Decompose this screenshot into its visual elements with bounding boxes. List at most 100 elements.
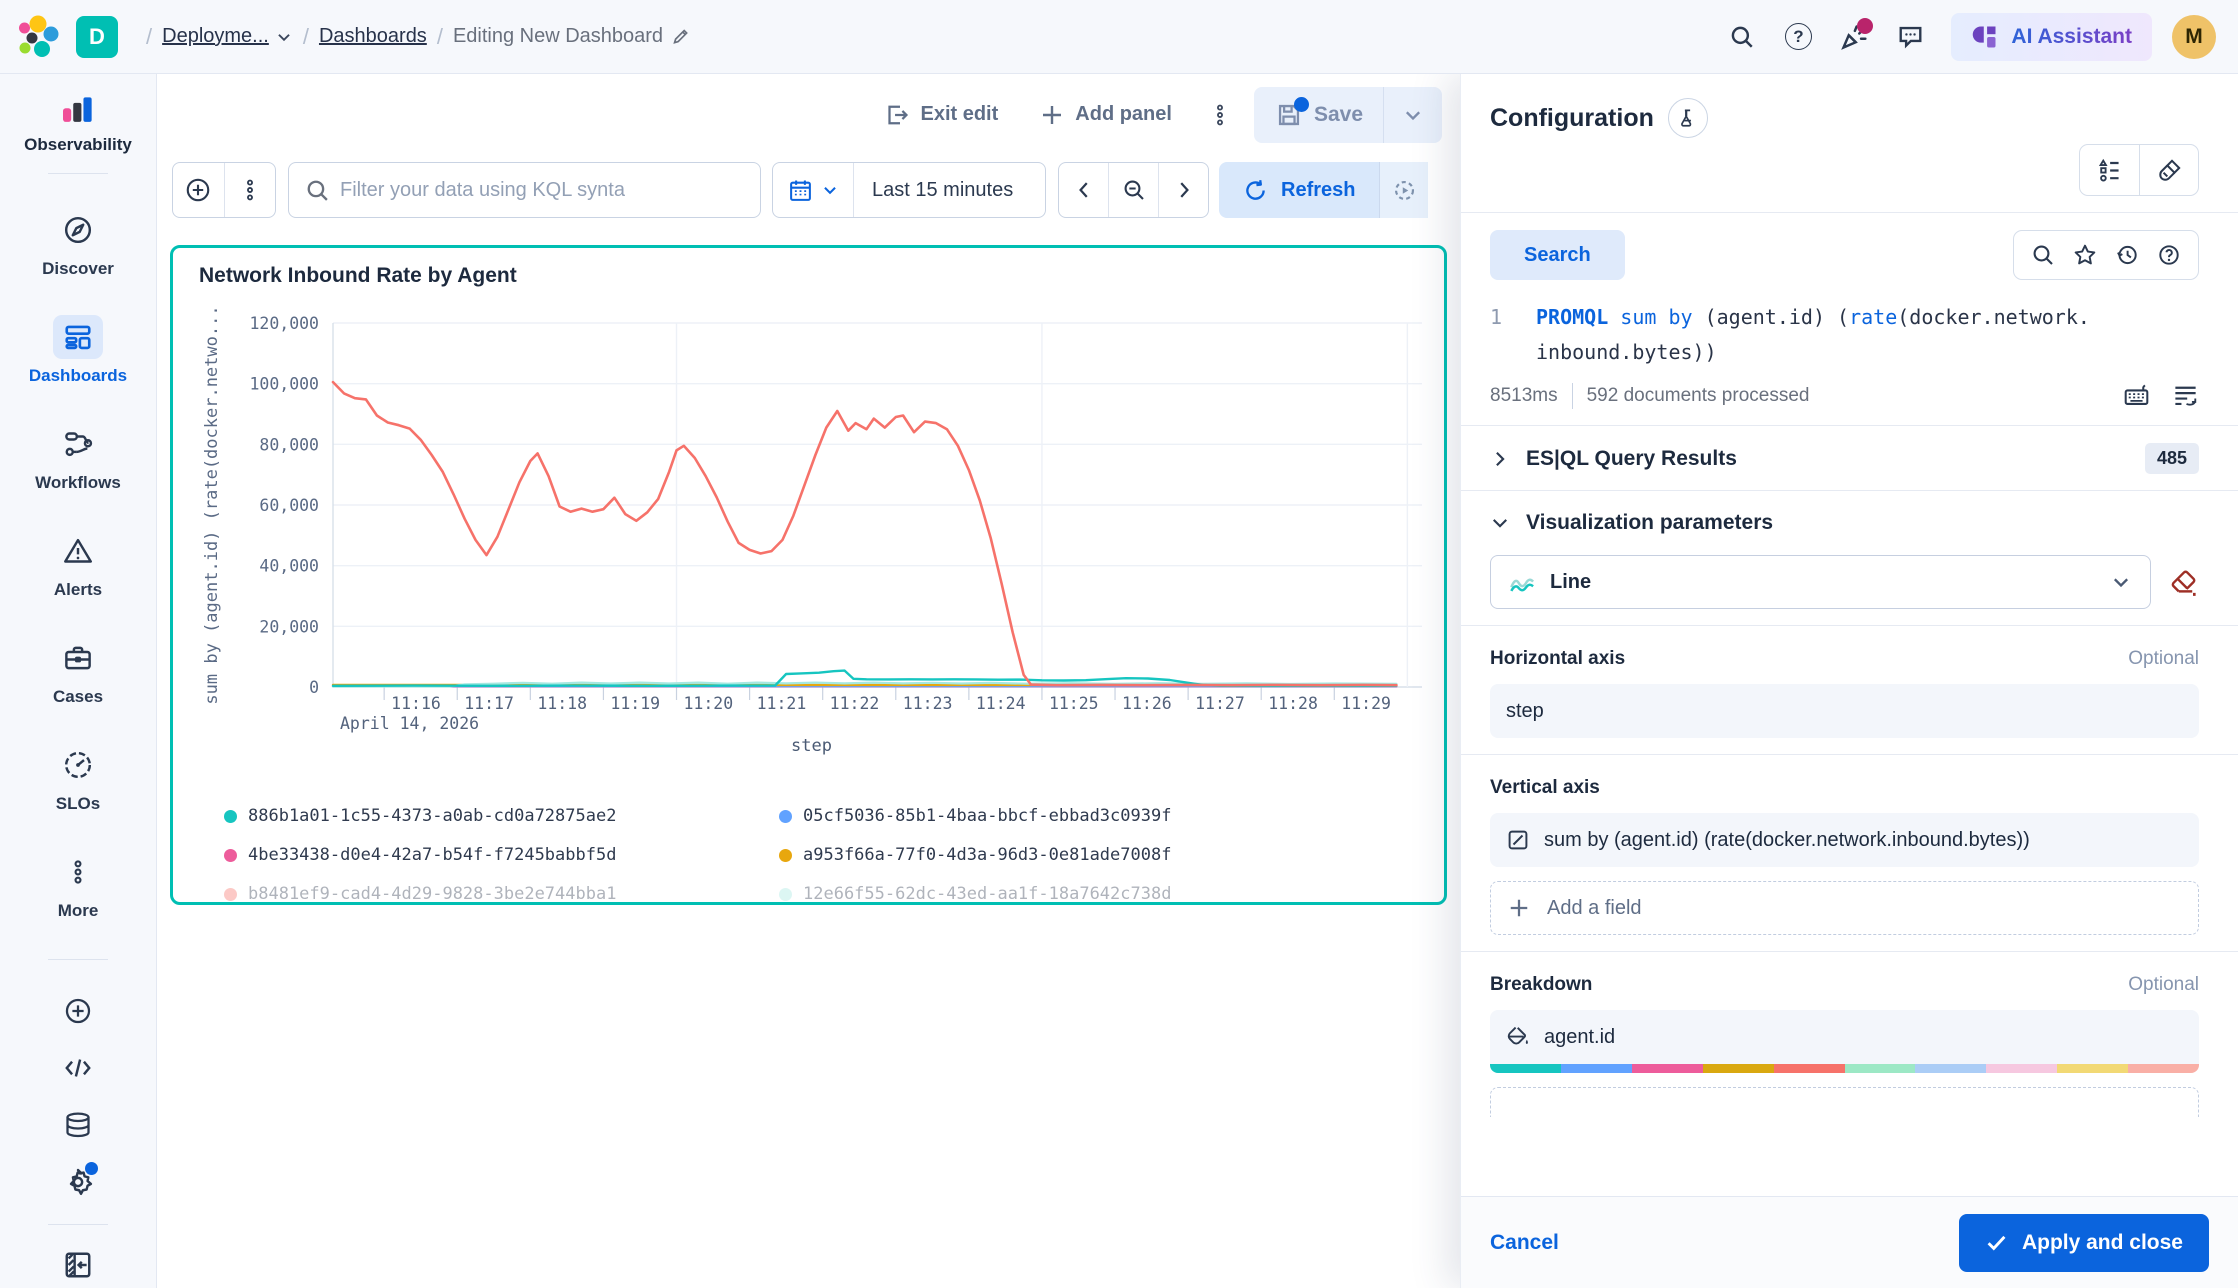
svg-text:11:20: 11:20 bbox=[684, 694, 734, 713]
gauge-icon bbox=[53, 743, 103, 787]
divider bbox=[1461, 754, 2238, 755]
toolbar-menu-icon[interactable] bbox=[1200, 88, 1240, 142]
save-button[interactable]: Save bbox=[1254, 96, 1383, 128]
time-range-value[interactable]: Last 15 minutes bbox=[853, 163, 1045, 217]
user-avatar[interactable]: M bbox=[2172, 14, 2216, 59]
sidebar-item-more[interactable]: More bbox=[8, 838, 148, 933]
save-options-chevron[interactable] bbox=[1384, 104, 1442, 126]
promql-keyword: PROMQL bbox=[1536, 305, 1609, 329]
svg-text:11:29: 11:29 bbox=[1341, 694, 1391, 713]
star-icon[interactable] bbox=[2064, 231, 2106, 279]
esql-query-editor[interactable]: 1 PROMQL sum by (agent.id) (rate(docker.… bbox=[1490, 300, 2199, 370]
kql-query-input[interactable] bbox=[340, 178, 760, 202]
legend-series-dot bbox=[779, 887, 792, 901]
add-filter-icon[interactable] bbox=[173, 163, 224, 217]
plus-icon bbox=[1510, 899, 1528, 917]
time-forward-icon[interactable] bbox=[1158, 163, 1208, 217]
legend-series-dot bbox=[779, 809, 792, 823]
line-chart[interactable]: 0 20,000 40,000 60,000 80,000 100,000 120,000 1… bbox=[173, 306, 1447, 738]
breadcrumb-separator: / bbox=[302, 23, 309, 49]
refresh-button[interactable]: Refresh bbox=[1219, 162, 1380, 218]
svg-text:11:22: 11:22 bbox=[830, 694, 880, 713]
divider bbox=[48, 1224, 108, 1225]
divider bbox=[1461, 625, 2238, 626]
calendar-dropdown-button[interactable] bbox=[773, 163, 853, 217]
elastic-logo[interactable] bbox=[0, 14, 76, 60]
apply-and-close-button[interactable]: Apply and close bbox=[1958, 1213, 2209, 1272]
dev-tools-icon[interactable] bbox=[56, 1046, 100, 1090]
breakdown-field[interactable]: agent.id bbox=[1490, 1010, 2199, 1064]
flyout-footer: Cancel Apply and close bbox=[1461, 1196, 2238, 1288]
svg-text:60,000: 60,000 bbox=[259, 496, 319, 515]
field-function-icon bbox=[1506, 828, 1530, 852]
data-management-icon[interactable] bbox=[56, 1103, 100, 1147]
auto-refresh-button[interactable] bbox=[1379, 162, 1429, 218]
submit-feedback-icon[interactable] bbox=[2172, 382, 2199, 409]
workflows-icon bbox=[53, 422, 103, 466]
add-field-button[interactable]: Add a field bbox=[1490, 881, 2199, 935]
search-query-icon[interactable] bbox=[2022, 231, 2064, 279]
vertical-axis-field[interactable]: sum by (agent.id) (rate(docker.network.i… bbox=[1490, 813, 2199, 867]
clear-visualization-icon[interactable] bbox=[2169, 567, 2199, 597]
sidebar-item-dashboards[interactable]: Dashboards bbox=[8, 303, 148, 398]
ai-assistant-button[interactable]: AI Assistant bbox=[1951, 12, 2152, 61]
breadcrumb-deployment[interactable]: Deployme... bbox=[162, 25, 269, 47]
query-help-icon[interactable] bbox=[2148, 231, 2190, 279]
svg-text:sum by (agent.id) (rate(docker: sum by (agent.id) (rate(docker.netwo... bbox=[202, 306, 222, 705]
kql-search-control bbox=[288, 162, 761, 218]
horizontal-axis-field[interactable]: step bbox=[1490, 684, 2199, 738]
search-run-button[interactable]: Search bbox=[1490, 230, 1625, 280]
breadcrumb-dashboards[interactable]: Dashboards bbox=[318, 25, 427, 47]
add-panel-button[interactable]: Add panel bbox=[1026, 88, 1186, 142]
cancel-button[interactable]: Cancel bbox=[1490, 1230, 1559, 1254]
divider bbox=[1461, 425, 2238, 426]
collapse-sidebar-icon[interactable] bbox=[56, 1243, 100, 1287]
chart-type-select[interactable]: Line bbox=[1490, 555, 2151, 609]
add-integration-icon[interactable] bbox=[56, 989, 100, 1033]
zoom-out-icon[interactable] bbox=[1108, 163, 1158, 217]
optional-label: Optional bbox=[2128, 974, 2199, 995]
sidebar-item-workflows[interactable]: Workflows bbox=[8, 410, 148, 505]
legend-item[interactable]: 05cf5036-85b1-4baa-bbcf-ebbad3c0939f bbox=[779, 804, 1171, 828]
filter-menu-icon[interactable] bbox=[223, 163, 275, 217]
tech-preview-flask-icon[interactable] bbox=[1667, 98, 1708, 138]
esql-results-accordion[interactable]: ES|QL Query Results 485 bbox=[1490, 443, 2199, 474]
sidebar-item-alerts[interactable]: Alerts bbox=[8, 517, 148, 612]
global-search-icon[interactable] bbox=[1719, 14, 1765, 60]
dashboard-panel-network-inbound[interactable]: Network Inbound Rate by Agent 0 20,000 40,… bbox=[170, 245, 1447, 905]
legend-item[interactable]: 4be33438-d0e4-42a7-b54f-f7245babbf5d bbox=[224, 843, 616, 867]
svg-text:120,000: 120,000 bbox=[249, 314, 319, 333]
space-avatar[interactable]: D bbox=[76, 15, 118, 58]
sidebar-item-slos[interactable]: SLOs bbox=[8, 731, 148, 826]
notification-dot bbox=[85, 1162, 98, 1175]
divider bbox=[1571, 382, 1573, 409]
divider bbox=[1461, 951, 2238, 952]
chevron-down-icon[interactable] bbox=[275, 28, 293, 46]
keyboard-shortcuts-icon[interactable] bbox=[2123, 382, 2150, 409]
sidebar-item-cases[interactable]: Cases bbox=[8, 624, 148, 719]
add-breakdown-field-button[interactable] bbox=[1490, 1087, 2199, 1117]
exit-icon bbox=[888, 105, 909, 124]
sidebar-solution-observability[interactable]: Observability bbox=[24, 96, 132, 155]
feedback-icon[interactable] bbox=[1887, 14, 1933, 60]
divider bbox=[1461, 212, 2238, 213]
results-count-badge: 485 bbox=[2144, 443, 2199, 474]
time-back-icon[interactable] bbox=[1059, 163, 1108, 217]
panel-title: Network Inbound Rate by Agent bbox=[199, 264, 517, 287]
history-icon[interactable] bbox=[2106, 231, 2148, 279]
legend-series-label: 12e66f55-62dc-43ed-aa1f-18a7642c738d bbox=[803, 884, 1172, 904]
legend-item[interactable]: b8481ef9-cad4-4d29-9828-3be2e744bba1 bbox=[224, 882, 616, 902]
field-list-icon[interactable] bbox=[2080, 145, 2139, 195]
settings-gear-icon[interactable] bbox=[56, 1160, 100, 1204]
whats-new-icon[interactable] bbox=[1831, 14, 1877, 60]
refresh-control: Refresh bbox=[1219, 162, 1446, 218]
visualization-parameters-accordion[interactable]: Visualization parameters bbox=[1490, 511, 2199, 535]
brush-style-icon[interactable] bbox=[2139, 145, 2198, 195]
sidebar-item-discover[interactable]: Discover bbox=[8, 196, 148, 291]
legend-item[interactable]: 12e66f55-62dc-43ed-aa1f-18a7642c738d bbox=[779, 882, 1172, 904]
legend-item[interactable]: 886b1a01-1c55-4373-a0ab-cd0a72875ae2 bbox=[224, 804, 616, 828]
legend-item[interactable]: a953f66a-77f0-4d3a-96d3-0e81ade7008f bbox=[779, 843, 1171, 867]
help-icon[interactable]: ? bbox=[1775, 14, 1821, 60]
check-icon bbox=[1987, 1235, 2006, 1251]
exit-edit-button[interactable]: Exit edit bbox=[871, 88, 1012, 142]
